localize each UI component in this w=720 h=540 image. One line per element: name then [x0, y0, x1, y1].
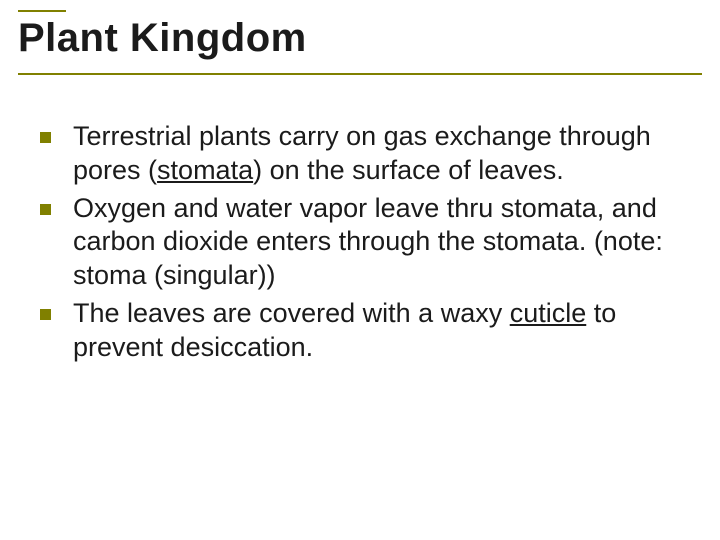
bullet-text: Terrestrial plants carry on gas exchange… — [73, 120, 680, 188]
title-container: Plant Kingdom — [18, 10, 702, 69]
bullet-icon — [40, 132, 51, 143]
text-run: Oxygen and water vapor leave thru stomat… — [73, 193, 663, 291]
title-rule-top — [18, 10, 66, 12]
bullet-text: Oxygen and water vapor leave thru stomat… — [73, 192, 680, 293]
list-item: The leaves are covered with a waxy cutic… — [40, 297, 680, 365]
list-item: Terrestrial plants carry on gas exchange… — [40, 120, 680, 188]
slide: Plant Kingdom Terrestrial plants carry o… — [0, 0, 720, 540]
bullet-icon — [40, 204, 51, 215]
slide-body: Terrestrial plants carry on gas exchange… — [40, 120, 680, 368]
title-rule-bottom — [18, 73, 702, 75]
underlined-term: cuticle — [510, 298, 587, 328]
underlined-term: stomata — [157, 155, 253, 185]
text-run: ) on the surface of leaves. — [253, 155, 564, 185]
slide-title: Plant Kingdom — [18, 10, 702, 69]
bullet-icon — [40, 309, 51, 320]
text-run: The leaves are covered with a waxy — [73, 298, 510, 328]
list-item: Oxygen and water vapor leave thru stomat… — [40, 192, 680, 293]
bullet-text: The leaves are covered with a waxy cutic… — [73, 297, 680, 365]
